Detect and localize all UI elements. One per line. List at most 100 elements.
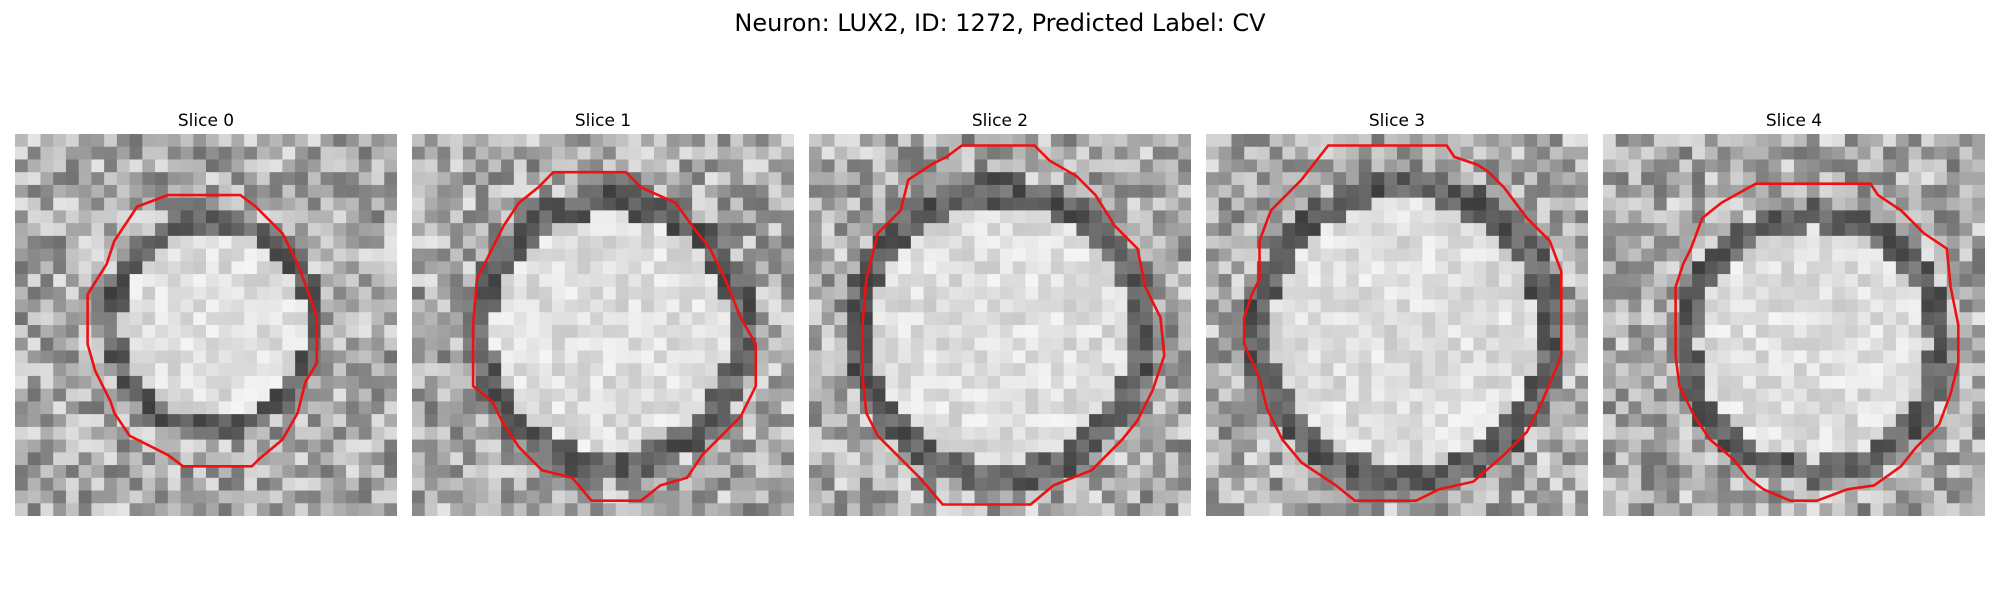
image-pixel [1870,465,1884,479]
image-pixel [218,286,233,301]
image-pixel [923,312,937,326]
image-pixel [65,439,80,453]
image-pixel [206,299,220,313]
image-pixel [1972,235,1985,250]
image-pixel [1127,134,1141,148]
image-pixel [768,350,782,364]
image-pixel [462,134,477,148]
image-pixel [1549,426,1564,441]
image-pixel [78,210,92,224]
image-pixel [821,375,836,390]
image-pixel [1333,414,1347,428]
image-pixel [307,490,322,504]
image-pixel [180,248,194,262]
image-pixel [1781,134,1795,148]
image-pixel [1895,426,1910,441]
image-pixel [155,452,169,466]
image-pixel [1844,439,1859,453]
image-pixel [526,401,540,415]
image-pixel [1794,426,1808,441]
image-pixel [539,325,553,339]
image-pixel [768,312,782,326]
image-pixel [834,248,848,262]
image-pixel [384,235,397,250]
image-pixel [78,477,92,492]
image-pixel [704,363,719,377]
image-pixel [231,286,245,301]
image-pixel [704,210,719,224]
image-pixel [1050,248,1065,262]
image-pixel [1295,337,1309,352]
image-pixel [653,490,668,504]
image-pixel [1666,325,1680,339]
image-pixel [910,197,925,211]
image-pixel [450,159,464,173]
image-pixel [155,197,169,211]
image-pixel [78,503,92,516]
image-pixel [1076,286,1090,301]
image-pixel [231,146,245,161]
image-pixel [564,159,579,173]
image-pixel [167,159,182,173]
image-pixel [1524,337,1538,352]
image-pixel [53,299,67,313]
image-pixel [590,248,604,262]
image-pixel [1921,146,1935,161]
image-pixel [526,299,540,313]
image-pixel [743,503,757,516]
image-pixel [1358,172,1373,186]
image-pixel [1537,197,1551,211]
image-pixel [1857,490,1871,504]
image-pixel [1717,146,1731,161]
image-pixel [615,197,630,211]
image-pixel [307,350,322,364]
image-pixel [974,223,988,237]
image-pixel [475,159,489,173]
image-pixel [320,503,334,516]
image-pixel [666,261,680,275]
image-pixel [1717,350,1731,364]
image-pixel [1282,337,1296,352]
image-pixel [193,375,207,390]
image-pixel [1218,503,1233,516]
image-pixel [1768,210,1782,224]
image-pixel [1806,350,1821,364]
image-pixel [320,350,334,364]
image-pixel [552,363,566,377]
image-pixel [358,503,373,516]
image-pixel [1127,235,1141,250]
image-pixel [180,375,194,390]
image-pixel [384,197,397,211]
image-pixel [1012,172,1027,186]
image-pixel [155,426,169,441]
image-pixel [206,414,220,428]
image-pixel [1127,184,1141,199]
image-pixel [1358,248,1373,262]
image-pixel [961,363,976,377]
image-pixel [1218,465,1233,479]
image-pixel [1384,401,1398,415]
image-pixel [539,401,553,415]
image-pixel [462,172,477,186]
image-pixel [40,248,54,262]
image-pixel [1819,312,1833,326]
image-pixel [1371,261,1385,275]
image-pixel [1101,375,1116,390]
image-pixel [1832,375,1846,390]
image-pixel [1603,146,1617,161]
image-pixel [1704,312,1719,326]
image-pixel [1000,261,1014,275]
image-pixel [256,414,271,428]
image-pixel [193,235,207,250]
image-pixel [1959,325,1973,339]
image-pixel [539,490,553,504]
image-pixel [475,286,489,301]
image-pixel [1844,197,1859,211]
image-pixel [898,261,912,275]
image-pixel [218,159,233,173]
image-pixel [1717,274,1731,288]
image-pixel [1178,439,1191,453]
image-pixel [1384,465,1398,479]
image-pixel [847,401,861,415]
image-pixel [1794,312,1808,326]
